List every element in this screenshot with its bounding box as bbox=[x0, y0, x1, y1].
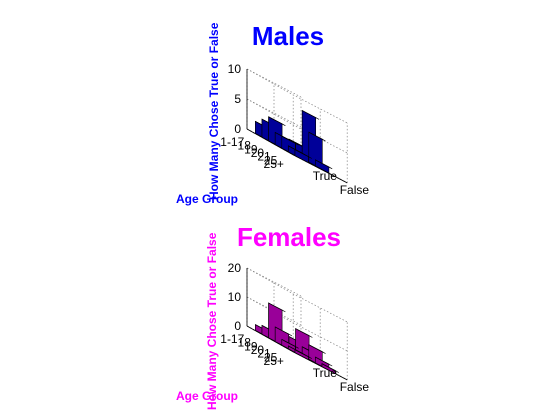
bar-face bbox=[294, 149, 312, 159]
bar-false-25 bbox=[315, 159, 333, 174]
category-tick-label: 18 bbox=[238, 336, 252, 350]
bar-face bbox=[295, 328, 313, 338]
males-xlabel: Age Group bbox=[176, 192, 238, 206]
bar-face bbox=[268, 116, 286, 126]
bar-false-21 bbox=[308, 131, 326, 170]
bar-face bbox=[302, 110, 320, 120]
z-tick-label: 0 bbox=[234, 122, 241, 136]
grid-line bbox=[246, 267, 302, 297]
bar-face bbox=[275, 326, 293, 337]
females-xlabel: Age Group bbox=[176, 389, 238, 403]
category-tick-label: 21 bbox=[257, 347, 271, 361]
females-grid bbox=[246, 267, 348, 381]
females-title: Females bbox=[237, 222, 341, 252]
category-tick-label: 25 bbox=[264, 153, 278, 167]
category-tick-label: 19 bbox=[244, 142, 258, 156]
category-tick-label: 25 bbox=[264, 350, 278, 364]
bar-face bbox=[281, 135, 299, 146]
answer-tick-label: True bbox=[313, 169, 338, 183]
category-tick-label: 19 bbox=[244, 339, 258, 353]
bar-true-25+ bbox=[294, 349, 312, 361]
grid-line bbox=[246, 68, 348, 124]
males-bars bbox=[255, 109, 333, 174]
grid-line bbox=[246, 267, 348, 323]
category-tick-label: 20 bbox=[251, 343, 265, 357]
males-ylabel: How Many Chose True or False bbox=[207, 22, 221, 200]
bar-face bbox=[315, 356, 333, 367]
z-tick-label: 10 bbox=[228, 62, 242, 76]
category-tick-label: 25+ bbox=[264, 354, 284, 368]
category-tick-label: 20 bbox=[251, 146, 265, 160]
females-ylabel: How Many Chose True or False bbox=[205, 232, 219, 410]
bar-face bbox=[315, 159, 333, 170]
bar-face bbox=[308, 131, 326, 142]
answer-tick-label: False bbox=[340, 380, 370, 394]
z-tick-label: 20 bbox=[228, 261, 242, 275]
category-tick-label: 1-17 bbox=[220, 135, 244, 149]
bar-face bbox=[294, 349, 312, 359]
bar-true-25+ bbox=[294, 149, 312, 164]
z-tick-label: 5 bbox=[234, 92, 241, 106]
category-tick-label: 25+ bbox=[264, 157, 284, 171]
category-tick-label: 21 bbox=[257, 150, 271, 164]
category-tick-label: 18 bbox=[238, 139, 252, 153]
bar-face bbox=[281, 339, 299, 349]
category-tick-label: 1-17 bbox=[220, 332, 244, 346]
grid-line bbox=[246, 98, 348, 154]
z-tick-label: 0 bbox=[234, 319, 241, 333]
bar-face bbox=[308, 344, 326, 354]
males-title: Males bbox=[252, 21, 324, 51]
bar-false-25+ bbox=[321, 363, 339, 375]
males-z-ticks: 0 5 10 bbox=[228, 62, 242, 136]
females-bars bbox=[255, 302, 339, 375]
bar-face bbox=[268, 302, 286, 313]
bar-face bbox=[321, 363, 339, 373]
females-z-ticks: 0 10 20 bbox=[228, 261, 242, 333]
bar-true-19 bbox=[268, 302, 286, 346]
answer-tick-label: False bbox=[340, 183, 370, 197]
answer-tick-label: True bbox=[313, 366, 338, 380]
z-tick-label: 10 bbox=[228, 290, 242, 304]
